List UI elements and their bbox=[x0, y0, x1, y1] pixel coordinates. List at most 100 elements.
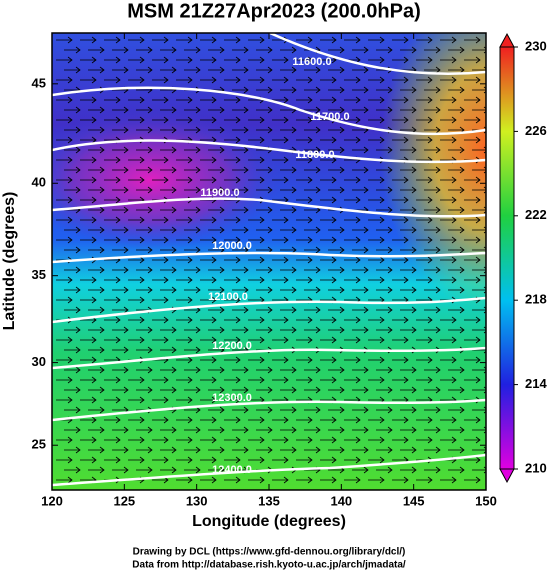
wind-arrow bbox=[136, 66, 153, 74]
wind-arrow bbox=[104, 156, 121, 164]
wind-arrow bbox=[176, 296, 193, 304]
wind-arrow bbox=[56, 376, 73, 384]
wind-arrow bbox=[88, 306, 105, 314]
wind-arrow bbox=[328, 286, 345, 294]
wind-arrow bbox=[320, 96, 337, 104]
wind-arrow bbox=[320, 136, 337, 144]
wind-arrow bbox=[104, 396, 121, 404]
wind-arrow bbox=[80, 356, 97, 364]
wind-arrow bbox=[248, 476, 265, 484]
wind-arrow bbox=[344, 216, 361, 224]
wind-arrow bbox=[208, 226, 225, 234]
wind-arrow bbox=[56, 356, 73, 364]
wind-arrow bbox=[352, 46, 369, 54]
wind-arrow bbox=[152, 396, 169, 404]
wind-arrow bbox=[376, 306, 393, 314]
wind-arrow bbox=[80, 76, 97, 84]
wind-arrow bbox=[352, 406, 369, 414]
wind-arrow bbox=[296, 196, 313, 204]
wind-arrow bbox=[64, 366, 81, 374]
wind-arrow bbox=[80, 136, 97, 144]
wind-arrow bbox=[88, 206, 105, 214]
wind-arrow bbox=[392, 356, 409, 364]
wind-arrow bbox=[272, 216, 289, 224]
wind-arrow bbox=[200, 436, 217, 444]
wind-arrow bbox=[104, 316, 121, 324]
colorbar-tick-label: 218 bbox=[525, 292, 547, 307]
wind-arrow bbox=[208, 306, 225, 314]
wind-arrow bbox=[416, 276, 433, 284]
wind-arrow bbox=[184, 106, 201, 114]
wind-arrow bbox=[176, 376, 193, 384]
wind-arrow bbox=[440, 436, 457, 444]
wind-arrow bbox=[200, 116, 217, 124]
wind-arrow bbox=[392, 236, 409, 244]
wind-arrow bbox=[136, 346, 153, 354]
wind-arrow bbox=[344, 96, 361, 104]
wind-arrow bbox=[280, 66, 297, 74]
wind-arrow bbox=[160, 346, 177, 354]
wind-arrow bbox=[440, 356, 457, 364]
wind-arrow bbox=[104, 436, 121, 444]
wind-arrow bbox=[400, 286, 417, 294]
wind-arrow bbox=[320, 176, 337, 184]
wind-arrow bbox=[232, 426, 249, 434]
wind-arrow bbox=[416, 476, 433, 484]
wind-arrow bbox=[64, 406, 81, 414]
wind-arrow bbox=[136, 386, 153, 394]
wind-arrow bbox=[152, 336, 169, 344]
wind-arrow bbox=[200, 96, 217, 104]
wind-arrow bbox=[88, 186, 105, 194]
wind-arrow bbox=[232, 226, 249, 234]
wind-arrow bbox=[224, 236, 241, 244]
wind-arrow bbox=[184, 286, 201, 294]
wind-arrow bbox=[200, 316, 217, 324]
wind-arrow bbox=[112, 166, 129, 174]
wind-arrow bbox=[80, 236, 97, 244]
wind-arrow bbox=[320, 336, 337, 344]
wind-arrow bbox=[320, 76, 337, 84]
wind-arrow bbox=[136, 126, 153, 134]
wind-arrow bbox=[440, 276, 457, 284]
wind-arrow bbox=[64, 146, 81, 154]
wind-arrow bbox=[392, 116, 409, 124]
wind-arrow bbox=[232, 266, 249, 274]
wind-arrow bbox=[448, 466, 465, 474]
wind-arrow bbox=[208, 246, 225, 254]
wind-arrow bbox=[112, 306, 129, 314]
wind-arrow bbox=[160, 446, 177, 454]
wind-arrow bbox=[416, 76, 433, 84]
wind-arrow bbox=[104, 196, 121, 204]
wind-arrow bbox=[64, 326, 81, 334]
wind-arrow bbox=[328, 246, 345, 254]
wind-arrow bbox=[296, 476, 313, 484]
wind-arrow bbox=[56, 36, 73, 44]
wind-arrow bbox=[248, 236, 265, 244]
wind-arrow bbox=[248, 316, 265, 324]
wind-arrow bbox=[424, 226, 441, 234]
wind-arrow bbox=[352, 326, 369, 334]
wind-arrow bbox=[400, 86, 417, 94]
wind-arrow bbox=[224, 256, 241, 264]
wind-arrow bbox=[208, 446, 225, 454]
contour-label: 11900.0 bbox=[200, 187, 239, 199]
wind-arrow bbox=[104, 116, 121, 124]
wind-arrow bbox=[464, 236, 481, 244]
wind-arrow bbox=[464, 356, 481, 364]
wind-arrow bbox=[368, 76, 385, 84]
wind-arrow bbox=[176, 56, 193, 64]
wind-arrow bbox=[440, 176, 457, 184]
wind-arrow bbox=[256, 126, 273, 134]
wind-arrow bbox=[64, 66, 81, 74]
wind-arrow bbox=[112, 326, 129, 334]
wind-arrow bbox=[416, 116, 433, 124]
wind-arrow bbox=[208, 346, 225, 354]
wind-arrow bbox=[128, 176, 145, 184]
y-tick-label: 25 bbox=[32, 437, 46, 452]
wind-arrow bbox=[112, 466, 129, 474]
wind-arrow bbox=[368, 376, 385, 384]
wind-arrow bbox=[272, 336, 289, 344]
wind-arrow bbox=[328, 326, 345, 334]
wind-arrow bbox=[440, 76, 457, 84]
wind-arrow bbox=[344, 456, 361, 464]
